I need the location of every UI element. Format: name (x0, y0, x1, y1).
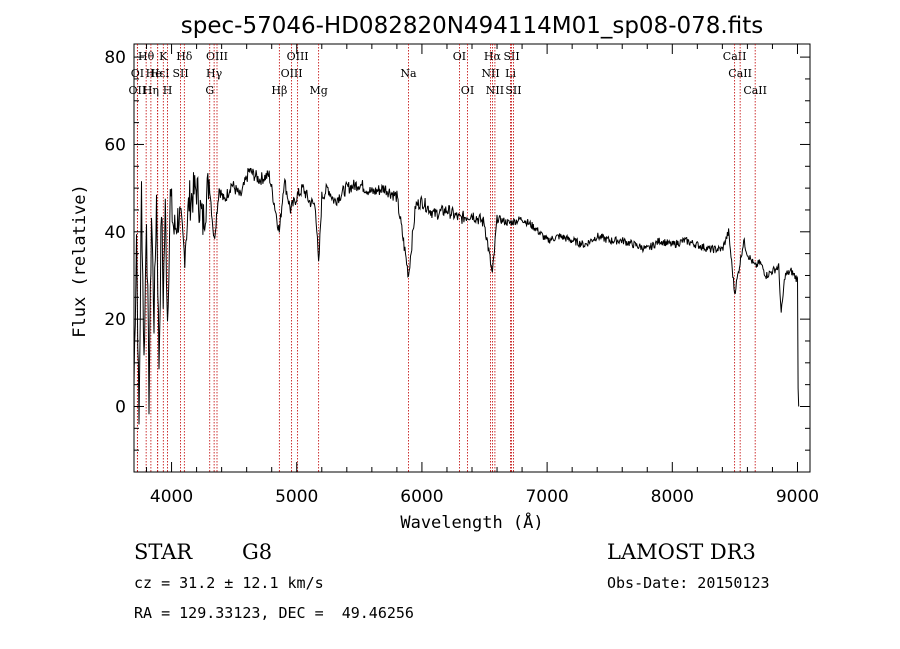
obs-date: Obs-Date: 20150123 (607, 574, 770, 592)
x-tick-label: 7000 (525, 487, 568, 507)
spectral-line-label: NII (481, 67, 499, 80)
plot-frame (133, 43, 811, 473)
spectrum-line (133, 167, 800, 425)
spectral-line-label: Li (505, 67, 516, 80)
axis-ticks: 4000 5000 6000 7000 8000 9000 0 20 40 60 80 (104, 44, 819, 507)
y-tick-label: 80 (104, 48, 126, 68)
spectral-line-label: Mg (309, 84, 327, 97)
spectral-line-label: CaII (728, 67, 752, 80)
y-tick-label: 60 (104, 135, 126, 155)
object-class: STAR (134, 540, 193, 564)
spectral-line-label: CaII (723, 50, 747, 63)
spectral-line-label: Hγ (206, 67, 223, 80)
x-tick-label: 8000 (651, 487, 694, 507)
spectral-line-label: K (159, 50, 168, 63)
x-tick-label: 9000 (776, 487, 819, 507)
spectral-line-label: Hη (143, 84, 159, 97)
spectral-line-label: OI (453, 50, 466, 63)
coordinates-readout: RA = 129.33123, DEC = 49.46256 (134, 604, 414, 622)
spectral-line-label: Hβ (271, 84, 287, 97)
spectral-line-label: SII (503, 50, 519, 63)
y-axis-label: Flux (relative) (70, 184, 90, 338)
spectral-line-label: H (163, 84, 173, 97)
chart-title: spec-57046-HD082820N494114M01_sp08-078.f… (181, 13, 763, 39)
spectral-line-label: Hδ (176, 50, 193, 63)
x-tick-label: 6000 (400, 487, 443, 507)
redshift-readout: cz = 31.2 ± 12.1 km/s (134, 574, 324, 592)
spectral-line-label: OIII (206, 50, 228, 63)
spectral-line-label: SII (172, 67, 188, 80)
y-tick-label: 0 (115, 397, 126, 417)
spectral-line-label: NII (486, 84, 504, 97)
spectral-line-label: G (205, 84, 214, 97)
plot-border (133, 43, 811, 473)
x-tick-label: 4000 (150, 487, 193, 507)
x-tick-label: 5000 (275, 487, 318, 507)
spectral-line-label: Hε (150, 67, 166, 80)
spectral-line-label: He I (146, 67, 170, 80)
spectral-line-label: SII (505, 84, 521, 97)
spectral-line-label: OIII (287, 50, 309, 63)
spectral-line-label: OIII (281, 67, 303, 80)
spectrum-series (133, 167, 800, 425)
x-axis-label: Wavelength (Å) (400, 511, 543, 533)
object-subclass: G8 (242, 540, 273, 564)
spectral-line-label: OII (129, 84, 147, 97)
spectral-line-label: Hα (484, 50, 502, 63)
y-tick-label: 40 (104, 223, 126, 243)
spectral-line-label: OI (131, 67, 144, 80)
spectral-line-label: Hθ (138, 50, 155, 63)
y-tick-label: 20 (104, 310, 126, 330)
spectral-line-label: CaII (743, 84, 767, 97)
spectral-line-label: Na (400, 67, 417, 80)
survey-name: LAMOST DR3 (607, 540, 756, 564)
spectral-line-label: OI (461, 84, 474, 97)
